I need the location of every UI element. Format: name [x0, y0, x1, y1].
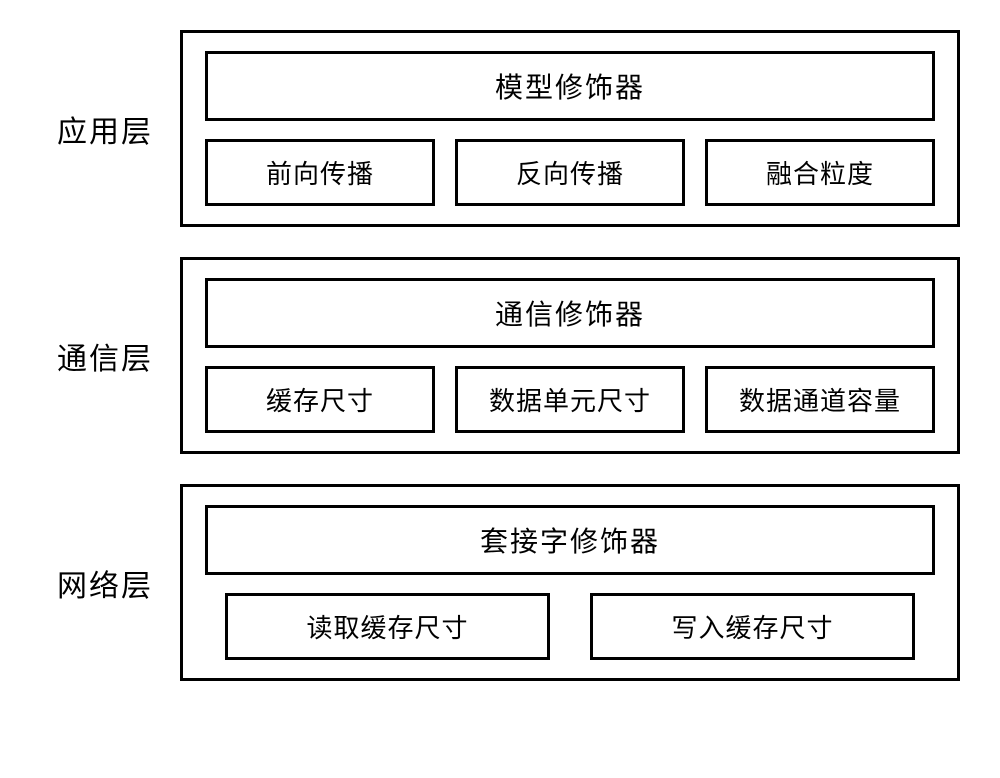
item-read-cache-size: 读取缓存尺寸	[225, 593, 550, 660]
items-row-communication: 缓存尺寸 数据单元尺寸 数据通道容量	[205, 366, 935, 433]
item-backward-propagation: 反向传播	[455, 139, 685, 206]
item-fusion-granularity: 融合粒度	[705, 139, 935, 206]
layer-box-network: 套接字修饰器 读取缓存尺寸 写入缓存尺寸	[180, 484, 960, 681]
layer-application: 应用层 模型修饰器 前向传播 反向传播 融合粒度	[30, 30, 960, 227]
item-cache-size: 缓存尺寸	[205, 366, 435, 433]
item-forward-propagation: 前向传播	[205, 139, 435, 206]
items-row-network: 读取缓存尺寸 写入缓存尺寸	[205, 593, 935, 660]
item-write-cache-size: 写入缓存尺寸	[590, 593, 915, 660]
header-comm-decorator: 通信修饰器	[205, 278, 935, 348]
item-data-unit-size: 数据单元尺寸	[455, 366, 685, 433]
header-model-decorator: 模型修饰器	[205, 51, 935, 121]
layer-box-communication: 通信修饰器 缓存尺寸 数据单元尺寸 数据通道容量	[180, 257, 960, 454]
header-socket-decorator: 套接字修饰器	[205, 505, 935, 575]
item-data-channel-capacity: 数据通道容量	[705, 366, 935, 433]
items-row-application: 前向传播 反向传播 融合粒度	[205, 139, 935, 206]
layer-label-application: 应用层	[30, 107, 180, 151]
layer-label-communication: 通信层	[30, 334, 180, 378]
layer-communication: 通信层 通信修饰器 缓存尺寸 数据单元尺寸 数据通道容量	[30, 257, 960, 454]
layer-box-application: 模型修饰器 前向传播 反向传播 融合粒度	[180, 30, 960, 227]
layer-network: 网络层 套接字修饰器 读取缓存尺寸 写入缓存尺寸	[30, 484, 960, 681]
layer-label-network: 网络层	[30, 561, 180, 605]
